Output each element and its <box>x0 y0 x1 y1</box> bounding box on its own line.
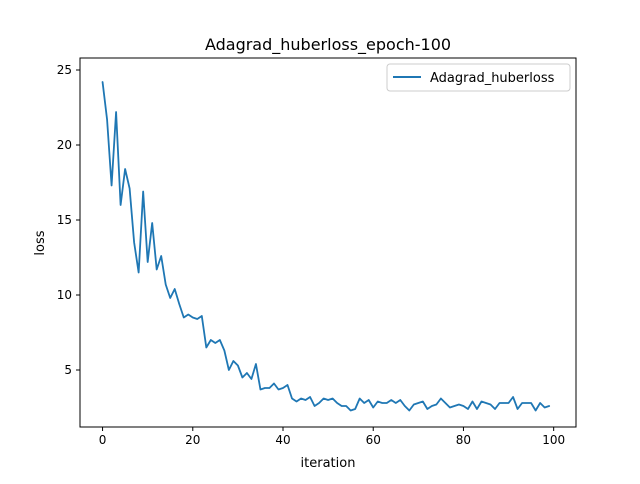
x-tick-label: 60 <box>366 433 381 447</box>
y-tick-label: 15 <box>57 213 72 227</box>
x-tick-label: 80 <box>456 433 471 447</box>
x-axis-label: iteration <box>301 456 356 471</box>
x-tick-label: 20 <box>185 433 200 447</box>
y-tick-label: 25 <box>57 63 72 77</box>
plot-area <box>101 81 551 412</box>
legend-label: Adagrad_huberloss <box>430 71 555 86</box>
chart-title: Adagrad_huberloss_epoch-100 <box>205 35 451 55</box>
x-tick-label: 0 <box>99 433 107 447</box>
plot-frame <box>79 57 577 428</box>
y-tick-label: 20 <box>57 138 72 152</box>
x-axis: 0 20 40 60 80 100 <box>99 427 565 447</box>
series-line <box>101 81 551 412</box>
y-axis: 5 10 15 20 25 <box>57 63 80 377</box>
legend-box <box>386 63 571 92</box>
y-tick-label: 5 <box>64 363 72 377</box>
x-tick-label: 100 <box>542 433 565 447</box>
y-tick-label: 10 <box>57 288 72 302</box>
legend: Adagrad_huberloss <box>386 63 571 92</box>
y-axis-label: loss <box>33 230 48 255</box>
x-tick-label: 40 <box>275 433 290 447</box>
